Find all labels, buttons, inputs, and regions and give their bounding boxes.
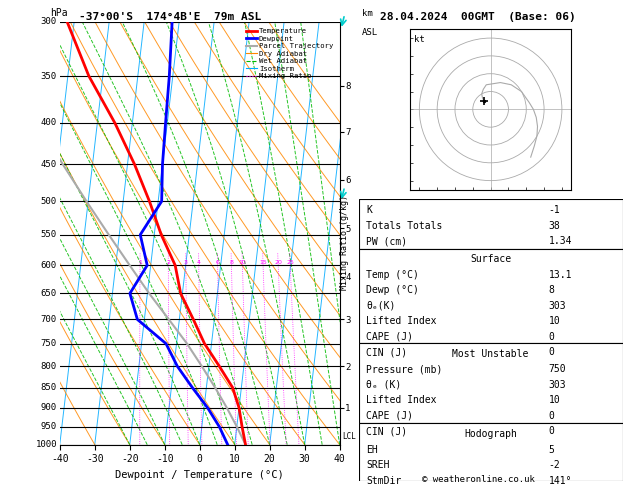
Text: 20: 20 [274, 260, 282, 265]
Text: -1: -1 [548, 205, 560, 215]
Text: 450: 450 [41, 160, 57, 169]
Text: 0: 0 [548, 347, 555, 358]
Text: © weatheronline.co.uk: © weatheronline.co.uk [421, 474, 535, 484]
Text: Mixing Ratio (g/kg): Mixing Ratio (g/kg) [340, 195, 349, 291]
Text: 350: 350 [41, 71, 57, 81]
Text: 10: 10 [548, 316, 560, 327]
Text: 0: 0 [548, 332, 555, 342]
Text: SREH: SREH [367, 460, 390, 470]
Text: 6: 6 [216, 260, 220, 265]
Text: 4: 4 [197, 260, 201, 265]
Text: 800: 800 [41, 362, 57, 371]
Text: 900: 900 [41, 403, 57, 412]
Text: 13.1: 13.1 [548, 270, 572, 280]
Text: 38: 38 [548, 221, 560, 231]
FancyBboxPatch shape [359, 249, 623, 343]
Text: 650: 650 [41, 289, 57, 298]
Text: LCL: LCL [342, 433, 357, 441]
Text: 10: 10 [238, 260, 247, 265]
Text: 700: 700 [41, 315, 57, 324]
Text: Temp (°C): Temp (°C) [367, 270, 420, 280]
Text: kt: kt [414, 35, 425, 44]
Text: 750: 750 [41, 339, 57, 348]
FancyBboxPatch shape [359, 199, 623, 249]
Text: 1.34: 1.34 [548, 236, 572, 246]
Text: hPa: hPa [50, 8, 67, 17]
Text: 0: 0 [548, 426, 555, 436]
Text: θₑ (K): θₑ (K) [367, 380, 402, 390]
Text: 750: 750 [548, 364, 566, 374]
Text: 400: 400 [41, 119, 57, 127]
Text: 300: 300 [41, 17, 57, 26]
Text: ASL: ASL [362, 28, 378, 37]
Text: 500: 500 [41, 197, 57, 206]
Text: -2: -2 [548, 460, 560, 470]
Text: km: km [362, 9, 373, 17]
X-axis label: Dewpoint / Temperature (°C): Dewpoint / Temperature (°C) [115, 470, 284, 480]
Text: 0: 0 [548, 411, 555, 421]
Text: StmDir: StmDir [367, 476, 402, 486]
Text: 303: 303 [548, 380, 566, 390]
Text: CAPE (J): CAPE (J) [367, 411, 413, 421]
Text: CIN (J): CIN (J) [367, 347, 408, 358]
Text: 25: 25 [286, 260, 294, 265]
Text: CIN (J): CIN (J) [367, 426, 408, 436]
Text: 2: 2 [166, 260, 170, 265]
Text: 1: 1 [138, 260, 142, 265]
Text: Hodograph: Hodograph [464, 429, 517, 439]
Text: Lifted Index: Lifted Index [367, 316, 437, 327]
Text: 850: 850 [41, 383, 57, 392]
Text: 550: 550 [41, 230, 57, 239]
Text: EH: EH [367, 445, 378, 455]
Text: Dewp (°C): Dewp (°C) [367, 285, 420, 295]
Text: -37°00'S  174°4B'E  79m ASL: -37°00'S 174°4B'E 79m ASL [79, 12, 261, 22]
Text: 950: 950 [41, 422, 57, 431]
Legend: Temperature, Dewpoint, Parcel Trajectory, Dry Adiabat, Wet Adiabat, Isotherm, Mi: Temperature, Dewpoint, Parcel Trajectory… [243, 25, 336, 82]
Text: Lifted Index: Lifted Index [367, 396, 437, 405]
Text: 600: 600 [41, 261, 57, 270]
Text: 5: 5 [548, 445, 555, 455]
Text: 303: 303 [548, 301, 566, 311]
Text: 15: 15 [259, 260, 267, 265]
Text: K: K [367, 205, 372, 215]
Text: CAPE (J): CAPE (J) [367, 332, 413, 342]
Text: Surface: Surface [470, 255, 511, 264]
Text: 8: 8 [230, 260, 233, 265]
Text: 3: 3 [184, 260, 188, 265]
Text: PW (cm): PW (cm) [367, 236, 408, 246]
Text: Pressure (mb): Pressure (mb) [367, 364, 443, 374]
Text: 28.04.2024  00GMT  (Base: 06): 28.04.2024 00GMT (Base: 06) [380, 12, 576, 22]
Text: Most Unstable: Most Unstable [452, 349, 529, 359]
Text: 1000: 1000 [35, 440, 57, 449]
FancyBboxPatch shape [359, 343, 623, 423]
Text: 8: 8 [548, 285, 555, 295]
Text: Totals Totals: Totals Totals [367, 221, 443, 231]
Text: 141°: 141° [548, 476, 572, 486]
Text: 10: 10 [548, 396, 560, 405]
Text: θₑ(K): θₑ(K) [367, 301, 396, 311]
FancyBboxPatch shape [359, 423, 623, 481]
